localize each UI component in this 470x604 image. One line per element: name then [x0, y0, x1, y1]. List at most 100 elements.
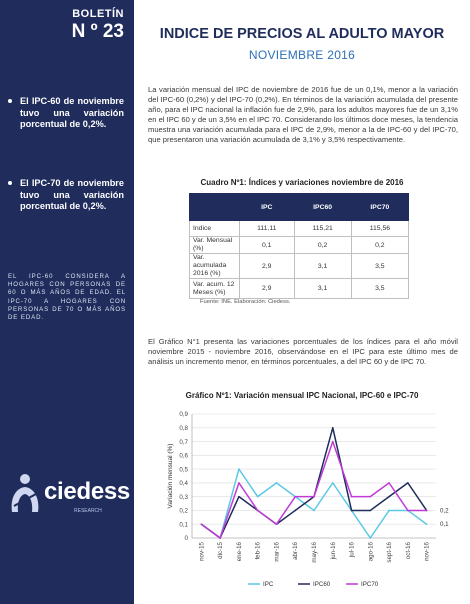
data-point [425, 509, 428, 512]
chart-title: Gráfico Nº1: Variación mensual IPC Nacio… [185, 391, 419, 400]
data-point [369, 495, 372, 498]
highlight-bullet-ipc70: El IPC-70 de noviembre tuvo una variació… [8, 178, 124, 211]
table-cell: 3,5 [350, 253, 410, 279]
data-point [313, 509, 315, 512]
data-point [369, 509, 372, 512]
definition-note: EL IPC-60 CONSIDERA A HOGARES CON PERSON… [8, 273, 126, 322]
x-tick-label: dic-15 [217, 541, 224, 558]
data-point [388, 495, 390, 498]
chart-intro-paragraph: El Gráfico N°1 presenta las variaciones … [148, 337, 458, 367]
data-point [313, 495, 315, 498]
table-header-cell: IPC60 [293, 193, 352, 221]
line-chart: 0 0,1 0,2 0,3 0,4 0,5 0,6 0,7 0,8 0,9 nov-15 dic-15… [167, 411, 449, 588]
highlight-bullet-ipc60: El IPC-60 de noviembre tuvo una variació… [8, 96, 124, 129]
y-tick-label: 0,3 [179, 494, 188, 501]
page-title: INDICE DE PRECIOS AL ADULTO MAYOR [159, 26, 445, 42]
logo-subtitle: RESEARCH [74, 508, 102, 514]
data-point [369, 537, 372, 539]
legend-label: IPC70 [361, 581, 379, 588]
table-cell: 3,1 [293, 253, 352, 279]
data-point [388, 482, 390, 484]
data-point [200, 523, 203, 526]
data-point [407, 509, 409, 512]
table-row-label: Var. acumulada 2016 (%) [189, 253, 240, 279]
series-line-ipc70 [200, 440, 427, 539]
table-header-cell: IPC [239, 193, 295, 221]
table-cell: 2,9 [239, 278, 295, 299]
ciedess-logo-icon [11, 474, 39, 512]
x-tick-label: may-16 [311, 541, 318, 562]
ciedess-logo: ciedess RESEARCH [8, 472, 132, 518]
data-point [256, 509, 259, 512]
data-point [294, 509, 297, 512]
data-point [407, 482, 409, 484]
table-row: Var. acumulada 2016 (%) 2,9 3,1 3,5 [189, 253, 410, 279]
table-row: Var. Mensual (%) 0,1 0,2 0,2 [189, 236, 410, 254]
y-axis-label: Variación mensual (%) [167, 444, 174, 509]
y-tick-label: 0,2 [179, 508, 188, 515]
y-tick-label: 0,7 [179, 439, 188, 446]
table-cell: 3,5 [350, 278, 410, 299]
data-point [256, 495, 259, 498]
data-point [388, 509, 390, 512]
table-row-label: Indice [189, 220, 240, 237]
x-tick-label: mar-16 [273, 541, 280, 561]
data-point [275, 523, 278, 526]
table-cell: 115,56 [350, 220, 410, 237]
table-row: Var. acum. 12 Meses (%) 2,9 3,1 3,5 [189, 278, 410, 299]
data-point [350, 495, 353, 498]
bulletin-number: N º 23 [71, 21, 124, 42]
y-tick-label: 0,1 [179, 521, 188, 528]
table-cell: 0,1 [239, 236, 295, 254]
table-source: Fuente: INE. Elaboración: Ciedess. [200, 299, 291, 305]
table-row-label: Var. acum. 12 Meses (%) [189, 278, 240, 299]
table-header-row: IPC IPC60 IPC70 [189, 193, 410, 221]
page-subtitle: NOVIEMBRE 2016 [248, 48, 356, 62]
table-cell: 0,2 [350, 236, 410, 254]
data-point [425, 523, 428, 526]
y-tick-label: 0,5 [179, 466, 188, 473]
data-point [238, 468, 240, 470]
y-tick-label: 0,4 [179, 480, 188, 487]
x-tick-label: oct-16 [405, 541, 412, 559]
legend-label: IPC [263, 581, 274, 588]
end-data-label: 0,1 [440, 521, 449, 528]
index-table: IPC IPC60 IPC70 Indice 111,11 115,21 115… [189, 193, 410, 299]
data-point [238, 482, 240, 484]
data-point [331, 482, 334, 484]
table-cell: 115,21 [293, 220, 352, 237]
intro-paragraph: La variación mensual del IPC de noviembr… [148, 85, 458, 145]
data-point [350, 509, 353, 512]
y-tick-label: 0,6 [179, 453, 188, 460]
x-tick-label: nov-16 [424, 541, 431, 560]
x-tick-label: sept-16 [386, 541, 393, 562]
y-tick-label: 0 [185, 535, 189, 542]
data-point [331, 426, 334, 429]
table-row-label: Var. Mensual (%) [189, 236, 240, 254]
table-header-cell [189, 193, 240, 221]
table-cell: 2,9 [239, 253, 295, 279]
x-tick-label: jul-16 [349, 541, 356, 558]
x-tick-label: ago-16 [367, 541, 374, 561]
table-cell: 111,11 [239, 220, 295, 237]
x-tick-label: ene-16 [236, 541, 243, 561]
data-point [275, 482, 278, 484]
table-cell: 3,1 [293, 278, 352, 299]
table-title: Cuadro Nº1: Índices y variaciones noviem… [200, 178, 404, 187]
data-point [238, 495, 240, 498]
y-tick-label: 0,8 [179, 425, 188, 432]
y-tick-label: 0,9 [179, 411, 188, 418]
x-tick-label: abr-16 [292, 541, 299, 559]
legend-label: IPC60 [313, 581, 331, 588]
table-row: Indice 111,11 115,21 115,56 [189, 220, 410, 237]
data-point [331, 440, 334, 443]
table-cell: 0,2 [293, 236, 352, 254]
table-header-cell: IPC70 [350, 193, 410, 221]
logo-wordmark: ciedess [44, 478, 130, 505]
sidebar: BOLETÍN N º 23 El IPC-60 de noviembre tu… [0, 0, 134, 604]
data-point [294, 495, 297, 498]
x-tick-label: nov-15 [198, 541, 205, 560]
x-tick-label: feb-16 [255, 541, 262, 559]
bulletin-label: BOLETÍN [72, 8, 124, 20]
x-tick-label: jun-16 [330, 541, 337, 560]
